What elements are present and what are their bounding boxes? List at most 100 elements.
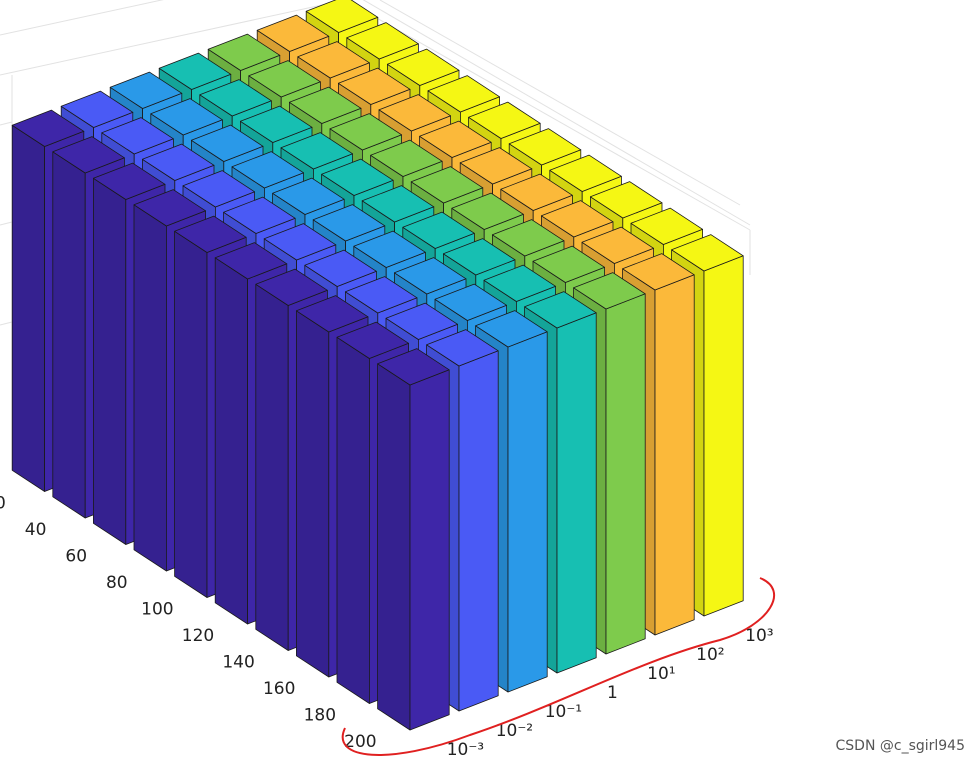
bar-top: [101, 117, 174, 155]
bar-front: [605, 293, 646, 655]
bar-top: [336, 321, 410, 359]
bar-side: [133, 204, 167, 572]
bar-top: [622, 253, 695, 291]
bar-side: [52, 151, 86, 519]
bar-top: [630, 207, 703, 245]
bar-top: [288, 86, 362, 124]
bar-top: [573, 272, 646, 310]
bar-top: [410, 166, 484, 204]
row-tick-label: 200: [344, 732, 376, 752]
bar-front: [556, 312, 597, 674]
bar-top: [60, 90, 134, 128]
bar-top: [377, 348, 450, 386]
bar-top: [483, 264, 556, 302]
bar-top: [312, 204, 386, 242]
bar-top: [199, 79, 272, 117]
bar-top: [158, 52, 232, 90]
bar-top: [393, 257, 467, 295]
row-tick-label: 100: [141, 599, 173, 619]
bar-top: [361, 185, 435, 223]
bar-side: [214, 257, 249, 625]
row-tick-label: 80: [106, 573, 128, 593]
bar-top: [255, 268, 328, 306]
bar-top: [459, 147, 533, 185]
bar-top: [581, 226, 654, 264]
bar-top: [426, 329, 499, 367]
column-tick-label: 10⁻³: [447, 740, 484, 760]
bar-top: [305, 0, 379, 33]
bar-top: [532, 245, 605, 283]
bar-top: [385, 302, 459, 340]
bar-top: [491, 219, 565, 257]
column-tick-label: 10¹: [647, 664, 675, 684]
bar-side: [295, 310, 330, 678]
row-tick-label: 40: [25, 520, 47, 540]
bar-top: [239, 105, 313, 143]
bar-top: [378, 94, 452, 132]
bar-front: [703, 255, 744, 617]
bar-top: [182, 170, 256, 208]
bar-top: [353, 230, 426, 268]
bar-top: [500, 173, 573, 211]
bar-top: [427, 75, 501, 113]
bar-top: [590, 181, 663, 219]
bar-front: [458, 350, 499, 712]
bar-side: [93, 177, 127, 545]
bar-top: [344, 276, 418, 314]
bar-top: [133, 189, 207, 227]
bar-top: [541, 200, 614, 238]
bar: [377, 348, 450, 731]
bar-top: [451, 192, 524, 230]
bar-front: [507, 331, 548, 693]
bar-top: [295, 295, 369, 333]
bar-top: [248, 60, 321, 98]
bar-top: [223, 196, 296, 234]
bar-top: [109, 71, 183, 109]
bar-top: [214, 242, 288, 280]
bar-top: [174, 215, 247, 253]
bar-top: [141, 143, 215, 181]
column-tick-label: 10⁻²: [496, 721, 533, 741]
bar-top: [231, 151, 305, 189]
bar-top: [321, 158, 394, 196]
bar-side: [255, 283, 289, 651]
bar-side: [11, 124, 45, 492]
row-tick-label: 140: [222, 652, 254, 672]
bar-top: [52, 136, 125, 174]
bar-top: [190, 124, 264, 162]
bar-top: [434, 283, 508, 321]
row-tick-label: 180: [304, 705, 336, 725]
column-tick-label: 1: [607, 683, 618, 703]
bar-top: [402, 211, 475, 249]
bar-top: [280, 132, 354, 170]
bar-top: [508, 128, 582, 166]
row-tick-label: 160: [263, 679, 295, 699]
bar-side: [377, 363, 411, 731]
bar-top: [524, 291, 597, 329]
bar-top: [207, 33, 281, 71]
bar-top: [304, 249, 377, 287]
bar-top: [419, 120, 492, 158]
row-tick-label: 20: [0, 493, 6, 513]
bar-top: [346, 22, 419, 60]
column-tick-label: 10³: [745, 626, 773, 646]
row-tick-label: 60: [65, 546, 87, 566]
bar-top: [549, 154, 622, 192]
bar-top: [272, 177, 345, 215]
bar-top: [337, 67, 411, 105]
bar-top: [297, 41, 370, 79]
bar-top: [671, 234, 744, 272]
bar-top: [93, 162, 166, 200]
bar-top: [370, 139, 443, 177]
bar-side: [336, 336, 370, 704]
bar-top: [386, 48, 460, 86]
row-tick-label: 120: [182, 626, 214, 646]
bar-front: [654, 274, 695, 636]
bar-top: [256, 14, 330, 52]
bar-top: [263, 223, 337, 261]
bar-top: [329, 113, 403, 151]
column-tick-label: 10²: [696, 645, 724, 665]
column-tick-label: 10⁻¹: [545, 702, 582, 722]
watermark: CSDN @c_sgirl945: [836, 738, 966, 754]
